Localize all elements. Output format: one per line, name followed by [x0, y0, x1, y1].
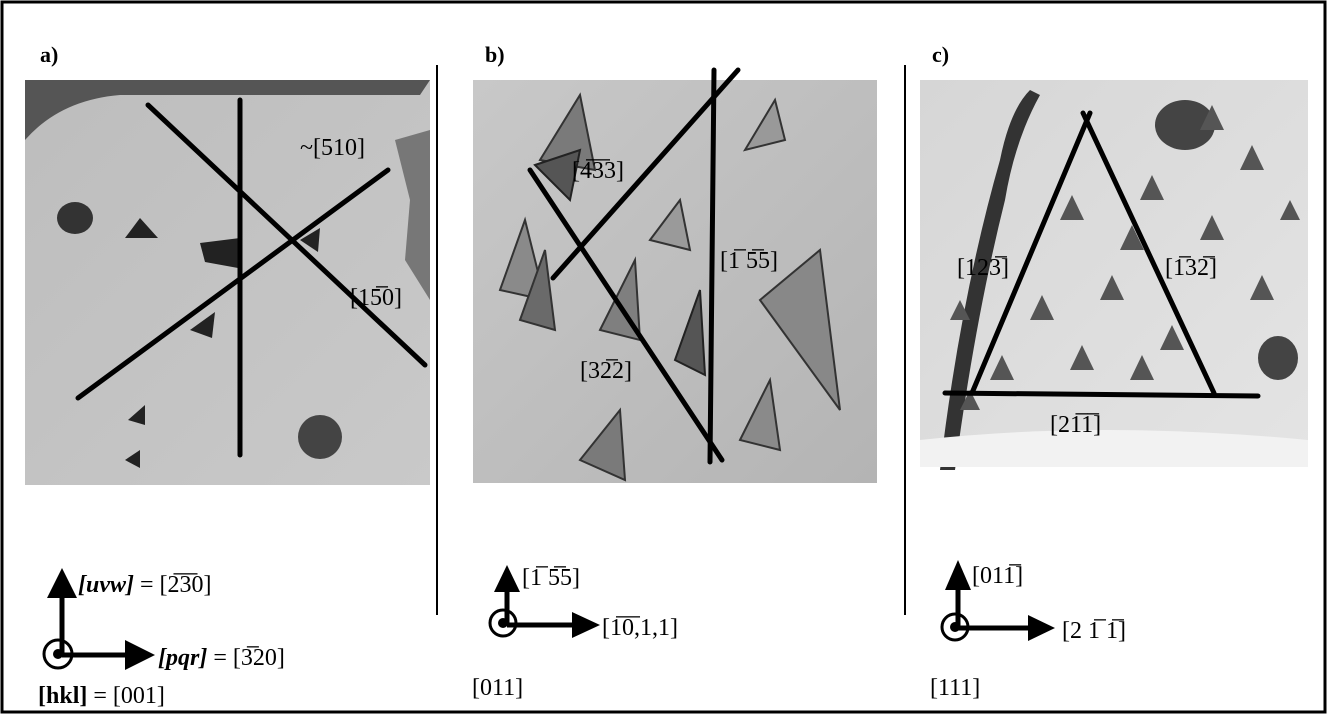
axis-label: [111] [930, 675, 980, 701]
page: a) ~[510] [15̅0] [uvw] = [2̅3̅0] [pqr] =… [0, 0, 1327, 714]
axis-label: [1̅0̅,1,1] [602, 615, 678, 641]
direction-label: [15̅0] [350, 285, 402, 311]
direction-label: [32̅2] [580, 358, 632, 384]
normal-symbol [950, 622, 960, 632]
figure: a) ~[510] [15̅0] [uvw] = [2̅3̅0] [pqr] =… [0, 0, 1327, 714]
axis-value: = [2̅3̅0] [140, 572, 212, 598]
axis-label: [hkl] = [001] [38, 683, 165, 709]
direction-line [945, 393, 1258, 396]
direction-label: [123̅] [957, 255, 1009, 281]
normal-symbol [498, 618, 508, 628]
axis-key: [hkl] [38, 683, 87, 709]
etch-pit [298, 415, 342, 459]
axis-label: [1̅ 5̅5] [522, 565, 580, 591]
axis-label: [011̅] [972, 563, 1023, 589]
bright-band [920, 430, 1308, 467]
direction-label: [21̅1̅] [1050, 412, 1101, 438]
etch-pit [1258, 336, 1298, 380]
axis-label: [pqr] = [3̅20] [158, 645, 285, 671]
etch-pit [57, 202, 93, 234]
panel-label: b) [485, 42, 505, 67]
direction-label: [1̅ 5̅5] [720, 248, 778, 274]
axis-value: = [3̅20] [213, 645, 285, 671]
direction-label: ~[510] [300, 135, 365, 161]
axis-value: = [001] [93, 683, 165, 709]
normal-symbol [53, 649, 63, 659]
axis-key: [pqr] [158, 645, 207, 671]
axis-label: [uvw] = [2̅3̅0] [78, 572, 212, 598]
micrograph [25, 80, 430, 485]
axis-label: [011] [472, 675, 523, 701]
panel-label: a) [40, 42, 58, 67]
panel-label: c) [932, 42, 949, 67]
direction-label: [1̅32̅] [1165, 255, 1217, 281]
axis-key: [uvw] [78, 572, 134, 598]
direction-label: [4̅3̅3] [572, 158, 624, 184]
axis-label: [2 1̅ 1̅] [1062, 618, 1126, 644]
